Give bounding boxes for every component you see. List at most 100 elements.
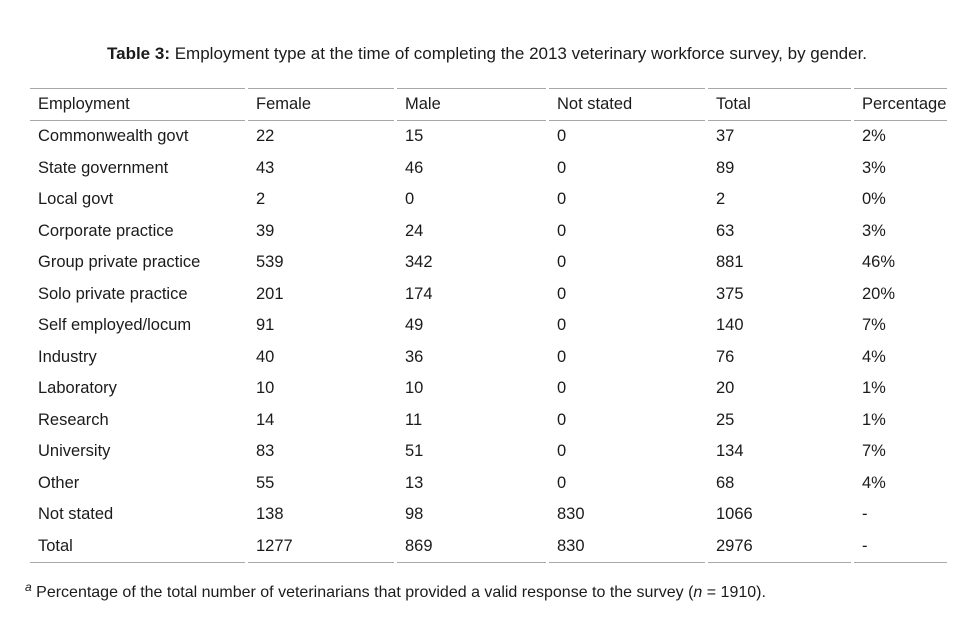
cell: 20%	[862, 284, 896, 303]
cell: 20	[716, 379, 735, 398]
table-row: Other 55 13 0 68 4%	[30, 468, 947, 500]
cell: 37	[716, 127, 735, 146]
table-row: Laboratory 10 10 0 20 1%	[30, 373, 947, 405]
cell: 0	[557, 379, 567, 398]
cell: 43	[256, 158, 275, 177]
cell: 91	[256, 316, 275, 335]
cell: 0	[557, 442, 567, 461]
cell: 1%	[862, 410, 886, 429]
cell: 0	[557, 473, 567, 492]
cell: 11	[405, 410, 423, 429]
table-caption-label: Table 3:	[107, 44, 170, 63]
cell: 0	[405, 190, 415, 209]
cell: 0	[557, 410, 567, 429]
cell: 0%	[862, 190, 886, 209]
table-row: Local govt 2 0 0 2 0%	[30, 184, 947, 216]
cell: 0	[557, 316, 567, 335]
table-row: University 83 51 0 134 7%	[30, 436, 947, 468]
row-label: Commonwealth govt	[38, 127, 189, 146]
cell: 10	[405, 379, 424, 398]
row-label: Corporate practice	[38, 221, 174, 240]
cell: 869	[397, 531, 546, 563]
cell: 539	[256, 253, 284, 272]
cell: 174	[405, 284, 433, 303]
row-label: Laboratory	[38, 379, 117, 398]
column-header: Not stated	[549, 88, 705, 121]
row-label: Self employed/locum	[38, 316, 192, 335]
cell: 13	[405, 473, 424, 492]
cell: 0	[557, 347, 567, 366]
cell: 4%	[862, 473, 886, 492]
cell: 2	[716, 190, 726, 209]
cell: 0	[557, 253, 567, 272]
cell: 138	[256, 505, 284, 524]
table-row: State government 43 46 0 89 3%	[30, 153, 947, 185]
cell: 830	[549, 531, 705, 563]
table-row: Corporate practice 39 24 0 63 3%	[30, 216, 947, 248]
cell: 25	[716, 410, 735, 429]
cell: 24	[405, 221, 424, 240]
cell: 2976	[708, 531, 851, 563]
footnote-n-variable: n	[693, 584, 703, 601]
cell: 2	[256, 190, 266, 209]
table-row: Solo private practice 201 174 0 375 20%	[30, 279, 947, 311]
cell: 4%	[862, 347, 886, 366]
cell: 46	[405, 158, 424, 177]
cell: 7%	[862, 442, 886, 461]
row-label: Solo private practice	[38, 284, 188, 303]
table-row: Industry 40 36 0 76 4%	[30, 342, 947, 374]
cell: 0	[557, 284, 567, 303]
cell: 10	[256, 379, 275, 398]
cell: 49	[405, 316, 424, 335]
cell: 1066	[716, 505, 753, 524]
column-header: Percentage	[854, 88, 947, 121]
table-head: Employment Female Male Not stated Total Perce…	[30, 88, 947, 121]
cell: 3%	[862, 158, 886, 177]
footnote-marker: a	[25, 580, 32, 594]
cell: 14	[256, 410, 275, 429]
table-row: Total 1277 869 830 2976-	[30, 531, 947, 563]
row-label: Industry	[38, 347, 97, 366]
row-label: State government	[38, 158, 169, 177]
table-row: Self employed/locum 91 49 0 140 7%	[30, 310, 947, 342]
cell: 89	[716, 158, 735, 177]
cell: 201	[256, 284, 284, 303]
row-label: University	[38, 442, 111, 461]
cell: 51	[405, 442, 424, 461]
cell: 2%	[862, 127, 886, 146]
employment-table: Employment Female Male Not stated Total Perce…	[27, 88, 950, 563]
column-header: Male	[397, 88, 546, 121]
cell: 15	[405, 127, 424, 146]
cell: 55	[256, 473, 275, 492]
cell: -	[862, 505, 868, 524]
row-label: Not stated	[38, 505, 114, 524]
column-header: Employment	[30, 88, 245, 121]
cell: 22	[256, 127, 275, 146]
cell: 39	[256, 221, 275, 240]
cell: 7%	[862, 316, 886, 335]
row-label: Local govt	[38, 190, 114, 209]
cell: 375	[716, 284, 744, 303]
footnote-n-value: = 1910).	[702, 584, 766, 601]
cell: 0	[557, 158, 567, 177]
column-header: Female	[248, 88, 394, 121]
cell: 3%	[862, 221, 886, 240]
table-row: Not stated 138 98 830 1066 -	[30, 499, 947, 531]
cell: 46%	[862, 253, 896, 272]
row-label: Research	[38, 410, 109, 429]
cell: 134	[716, 442, 744, 461]
row-label: Group private practice	[38, 253, 201, 272]
header-row: Employment Female Male Not stated Total Perce…	[30, 88, 947, 121]
cell: 830	[557, 505, 585, 524]
row-label: Total	[30, 531, 245, 563]
cell: 68	[716, 473, 735, 492]
table-caption: Table 3: Employment type at the time of …	[107, 43, 867, 65]
cell: 881	[716, 253, 744, 272]
cell: 0	[557, 190, 567, 209]
cell: 76	[716, 347, 735, 366]
cell: 1%	[862, 379, 886, 398]
column-header: Total	[708, 88, 851, 121]
row-label: Other	[38, 473, 80, 492]
footnote-text: Percentage of the total number of veteri…	[36, 584, 694, 601]
cell: 342	[405, 253, 433, 272]
